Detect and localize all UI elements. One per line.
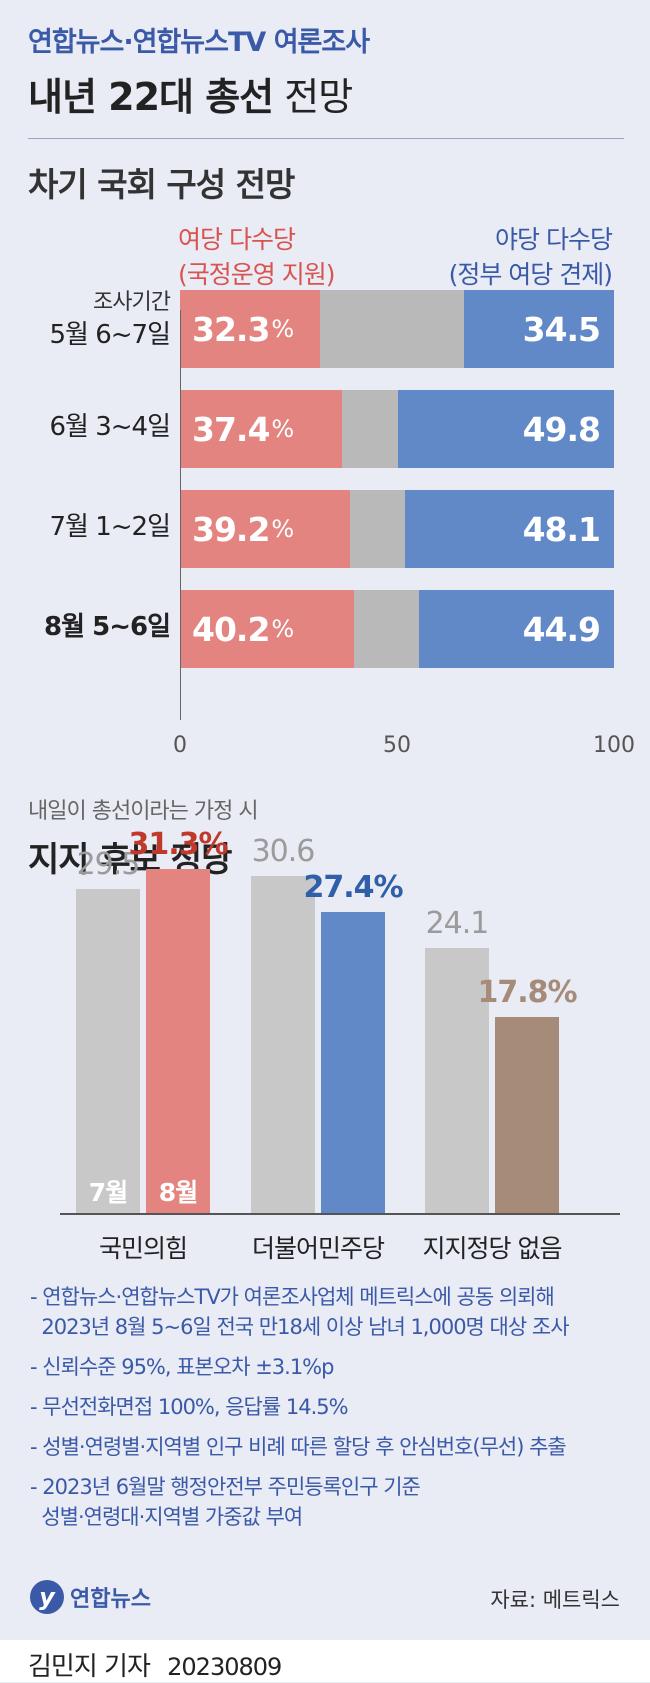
data-label-ruling: 39.2% [192,490,294,568]
bar-july [251,876,315,1213]
unit: % [271,415,294,443]
section1-title: 차기 국회 구성 전망 [28,165,295,204]
unit: % [271,515,294,543]
bar-segment-ruling [180,390,343,468]
ruling-label-line2: (국정운영 지원) [178,260,335,289]
month-label: 7월 [88,1178,128,1207]
bar-segment-opposition [397,390,614,468]
ruling-majority-label: 여당 다수당 (국정운영 지원) [178,222,335,292]
row-label: 5월 6~7일 [49,320,171,350]
note-item: - 2023년 6월말 행정안전부 주민등록인구 기준 성별·연령대·지역별 가… [30,1472,630,1532]
bar-segment-opposition [405,490,614,568]
category-label: 국민의힘 [98,1234,188,1263]
unit: % [271,315,294,343]
header-divider [28,138,624,139]
bar-segment-neutral [320,290,465,368]
bar-august [146,868,210,1213]
x-tick-label: 100 [593,733,635,758]
opp-label-line1: 야당 다수당 [495,225,613,254]
data-label: 24.1 [425,905,490,941]
data-label: 17.8% [477,975,577,1011]
header-subtitle: 연합뉴스·연합뉴스TV 여론조사 [28,27,370,58]
note-item: - 신뢰수준 95%, 표본오차 ±3.1%p [30,1355,334,1379]
value: 32.3 [192,309,270,349]
row-label: 7월 1~2일 [49,512,171,542]
notes: - 연합뉴스·연합뉴스TV가 여론조사업체 메트릭스에 공동 의뢰해 2023년… [30,1282,630,1542]
bar-august [495,1017,559,1213]
value: 37.4 [192,409,270,449]
survey-period-label: 조사기간 [93,290,171,315]
bar-july [76,888,140,1213]
data-label-ruling: 32.3% [192,290,294,368]
note-item: - 성별·연령별·지역별 인구 비례 따른 할당 후 안심번호(무선) 추출 [30,1435,567,1459]
data-label: 31.3% [128,826,228,862]
logo-mark-icon: y [30,1580,64,1614]
note-line: - 2023년 6월말 행정안전부 주민등록인구 기준 [30,1475,421,1499]
data-label: 27.4% [303,869,403,905]
bar-segment-ruling [180,590,355,668]
source-label: 자료: 메트릭스 [490,1588,620,1612]
stacked-bar: 39.2% 48.1 [180,490,614,568]
data-label-opposition: 44.9 [522,609,601,649]
bar-segment-neutral [342,390,398,468]
data-label: 29.5 [76,846,141,882]
bar-segment-opposition [419,590,614,668]
yonhap-logo: y 연합뉴스 [30,1580,151,1614]
data-label-opposition: 49.8 [522,409,601,449]
month-label: 8월 [158,1178,198,1207]
author: 김민지 기자 [28,1652,151,1682]
category-label: 더불어민주당 [251,1234,385,1263]
opp-label-line2: (정부 여당 견제) [448,260,613,289]
bar-segment-neutral [350,490,406,568]
note-item: - 무선전화면접 100%, 응답률 14.5% [30,1395,349,1419]
note-line: 성별·연령대·지역별 가중값 부여 [30,1505,303,1529]
stacked-bar: 37.4% 49.8 [180,390,614,468]
data-label-opposition: 48.1 [522,509,601,549]
note-line: - 연합뉴스·연합뉴스TV가 여론조사업체 메트릭스에 공동 의뢰해 [30,1285,555,1309]
publish-date: 20230809 [167,1653,282,1681]
data-label-opposition: 34.5 [522,309,601,349]
data-label-ruling: 37.4% [192,390,294,468]
unit: % [271,615,294,643]
bar-july [425,947,489,1213]
stacked-bar: 40.2% 44.9 [180,590,614,668]
x-tick-label: 50 [383,733,411,758]
ruling-label-line1: 여당 다수당 [178,225,296,254]
axis-zero-line [180,310,181,720]
note-item: - 연합뉴스·연합뉴스TV가 여론조사업체 메트릭스에 공동 의뢰해 2023년… [30,1282,630,1342]
bar-segment-ruling [180,490,351,568]
x-tick-label: 0 [173,733,187,758]
title-bold: 내년 22대 총선 [28,75,274,119]
title-light: 전망 [284,75,353,119]
bar-segment-opposition [464,290,614,368]
bar-segment-ruling [180,290,321,368]
section2-subtitle: 내일이 총선이라는 가정 시 [28,799,259,824]
bar-august [321,911,385,1213]
page-title: 내년 22대 총선 전망 [28,66,353,121]
stacked-bar: 32.3% 34.5 [180,290,614,368]
data-label: 30.6 [251,834,316,870]
value: 40.2 [192,609,270,649]
note-line: 2023년 8월 5~6일 전국 만18세 이상 남녀 1,000명 대상 조사 [30,1315,569,1339]
value: 39.2 [192,509,270,549]
footer-bar [0,1640,650,1682]
baseline [60,1213,620,1215]
opposition-majority-label: 야당 다수당 (정부 여당 견제) [448,222,613,292]
footer-credit: 김민지 기자 20230809 [28,1646,282,1683]
row-label: 8월 5~6일 [44,612,171,642]
category-label: 지지정당 없음 [422,1234,563,1263]
row-label: 6월 3~4일 [49,412,171,442]
data-label-ruling: 40.2% [192,590,294,668]
bar-segment-neutral [354,590,420,668]
logo-text: 연합뉴스 [70,1587,151,1612]
